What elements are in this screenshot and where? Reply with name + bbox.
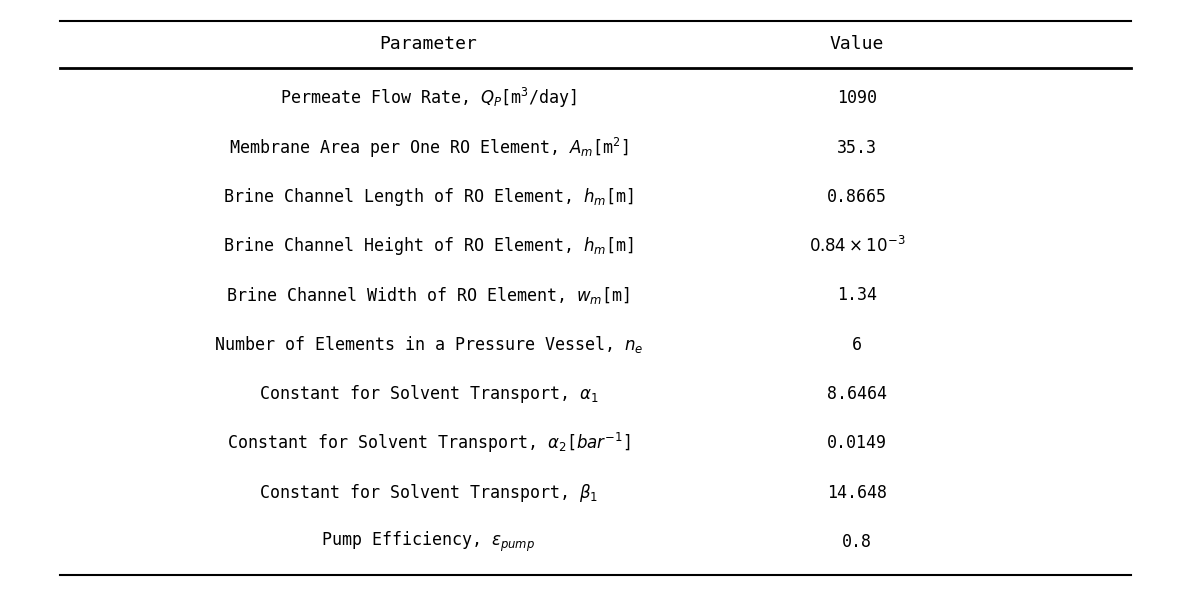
Text: Brine Channel Width of RO Element, $w_m$[m]: Brine Channel Width of RO Element, $w_m$…	[226, 285, 631, 306]
Text: Pump Efficiency, $\epsilon_{pump}$: Pump Efficiency, $\epsilon_{pump}$	[321, 530, 536, 554]
Text: 1090: 1090	[837, 89, 877, 107]
Text: Brine Channel Height of RO Element, $h_m$[m]: Brine Channel Height of RO Element, $h_m…	[223, 235, 634, 257]
Text: Constant for Solvent Transport, $\beta_1$: Constant for Solvent Transport, $\beta_1…	[258, 481, 599, 503]
Text: 1.34: 1.34	[837, 286, 877, 304]
Text: Constant for Solvent Transport, $\alpha_1$: Constant for Solvent Transport, $\alpha_…	[258, 383, 599, 405]
Text: Brine Channel Length of RO Element, $h_m$[m]: Brine Channel Length of RO Element, $h_m…	[223, 186, 634, 208]
Text: 0.8: 0.8	[841, 533, 872, 551]
Text: 35.3: 35.3	[837, 139, 877, 157]
Text: Permeate Flow Rate, $Q_P$[$\mathregular{m^3}$/day]: Permeate Flow Rate, $Q_P$[$\mathregular{…	[280, 86, 577, 110]
Text: 8.6464: 8.6464	[827, 385, 887, 403]
Text: $0.84\times10^{-3}$: $0.84\times10^{-3}$	[808, 236, 906, 256]
Text: 6: 6	[852, 336, 862, 354]
Text: 0.8665: 0.8665	[827, 188, 887, 206]
Text: Value: Value	[829, 35, 884, 53]
Text: Number of Elements in a Pressure Vessel, $n_e$: Number of Elements in a Pressure Vessel,…	[214, 334, 643, 355]
Text: Constant for Solvent Transport, $\alpha_2$[$bar^{-1}$]: Constant for Solvent Transport, $\alpha_…	[226, 431, 631, 455]
Text: Membrane Area per One RO Element, $A_m$[$\mathregular{m^2}$]: Membrane Area per One RO Element, $A_m$[…	[228, 136, 628, 160]
Text: 14.648: 14.648	[827, 483, 887, 502]
Text: 0.0149: 0.0149	[827, 434, 887, 453]
Text: Parameter: Parameter	[380, 35, 477, 53]
